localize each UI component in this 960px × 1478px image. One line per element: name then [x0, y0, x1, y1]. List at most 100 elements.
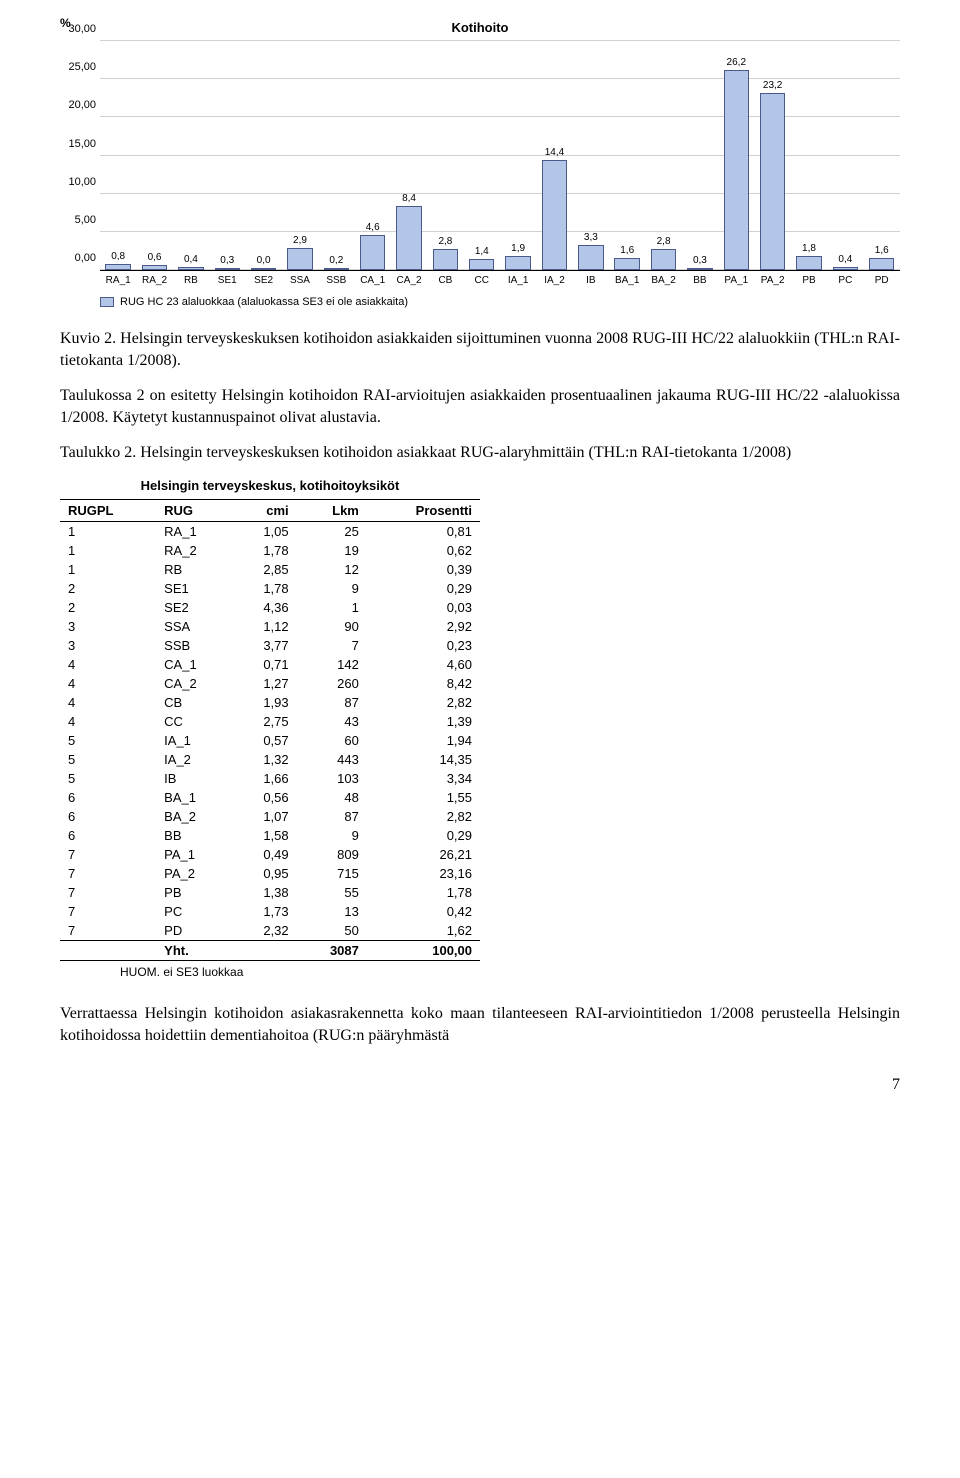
table-cell: 19 [297, 541, 367, 560]
table-cell: CA_1 [156, 655, 232, 674]
bar [142, 265, 167, 270]
table-cell: 1,78 [232, 579, 297, 598]
page-number: 7 [60, 1076, 900, 1094]
table-cell: 3 [60, 617, 156, 636]
x-tick: BA_1 [609, 271, 645, 286]
bar [396, 206, 421, 270]
y-tick: 30,00 [60, 23, 96, 35]
table-cell: 14,35 [367, 750, 480, 769]
bar-column: 0,3 [682, 41, 718, 270]
x-tick: PA_2 [754, 271, 790, 286]
table-cell: 1 [60, 560, 156, 579]
bar-column: 2,8 [427, 41, 463, 270]
table-cell: 0,29 [367, 579, 480, 598]
paragraph-2: Verrattaessa Helsingin kotihoidon asiaka… [60, 1003, 900, 1046]
bar-value-label: 0,6 [148, 252, 162, 263]
table-title: Helsingin terveyskeskus, kotihoitoyksikö… [60, 478, 480, 493]
table-cell: 1,55 [367, 788, 480, 807]
bar-column: 8,4 [391, 41, 427, 270]
table-row: 6BB1,5890,29 [60, 826, 480, 845]
bar-value-label: 0,4 [184, 254, 198, 265]
table-cell: 2,85 [232, 560, 297, 579]
table-cell: SE1 [156, 579, 232, 598]
bar [578, 245, 603, 270]
bar [469, 259, 494, 270]
bar-column: 0,3 [209, 41, 245, 270]
y-tick: 5,00 [60, 214, 96, 226]
bar-column: 1,8 [791, 41, 827, 270]
table-cell: 2,75 [232, 712, 297, 731]
table-cell: 7 [60, 864, 156, 883]
bar [215, 268, 240, 270]
bar [724, 70, 749, 270]
bar [833, 267, 858, 270]
table-cell: 6 [60, 807, 156, 826]
table-cell: 4 [60, 693, 156, 712]
table-cell: 2,32 [232, 921, 297, 941]
table-cell: 1,62 [367, 921, 480, 941]
table-row: 3SSB3,7770,23 [60, 636, 480, 655]
table-row: 2SE24,3610,03 [60, 598, 480, 617]
bar [505, 256, 530, 271]
bar-column: 0,2 [318, 41, 354, 270]
table-cell: 55 [297, 883, 367, 902]
table-cell: 13 [297, 902, 367, 921]
x-tick: SE1 [209, 271, 245, 286]
x-tick: IA_1 [500, 271, 536, 286]
table-cell: 0,62 [367, 541, 480, 560]
bar-column: 1,6 [609, 41, 645, 270]
table-row: 4CA_21,272608,42 [60, 674, 480, 693]
bar-value-label: 0,3 [220, 255, 234, 266]
x-tick: IA_2 [536, 271, 572, 286]
table-row: 4CC2,75431,39 [60, 712, 480, 731]
y-tick: 20,00 [60, 99, 96, 111]
table-cell: 260 [297, 674, 367, 693]
table-cell: 2,92 [367, 617, 480, 636]
bar [105, 264, 130, 270]
bar-column: 1,9 [500, 41, 536, 270]
table-cell: 3 [60, 636, 156, 655]
bar-column: 3,3 [573, 41, 609, 270]
bar-column: 0,4 [173, 41, 209, 270]
table-cell: SSB [156, 636, 232, 655]
x-tick: CA_2 [391, 271, 427, 286]
bar-value-label: 2,8 [657, 236, 671, 247]
table-row: 7PD2,32501,62 [60, 921, 480, 941]
table-cell: CA_2 [156, 674, 232, 693]
table-row: 7PC1,73130,42 [60, 902, 480, 921]
col-rug: RUG [156, 499, 232, 521]
y-tick: 25,00 [60, 61, 96, 73]
col-lkm: Lkm [297, 499, 367, 521]
table-cell: 4 [60, 712, 156, 731]
x-tick: PD [864, 271, 900, 286]
x-tick: PC [827, 271, 863, 286]
x-tick: SE2 [245, 271, 281, 286]
table-row: 6BA_10,56481,55 [60, 788, 480, 807]
table-cell: 4,36 [232, 598, 297, 617]
bar [178, 267, 203, 270]
bar-value-label: 8,4 [402, 193, 416, 204]
table-cell: 0,42 [367, 902, 480, 921]
table-cell: SSA [156, 617, 232, 636]
bar-column: 2,9 [282, 41, 318, 270]
table-cell: 5 [60, 731, 156, 750]
table-cell: 25 [297, 521, 367, 541]
table-cell: IB [156, 769, 232, 788]
table-cell: 1,58 [232, 826, 297, 845]
table-cell: IA_1 [156, 731, 232, 750]
table-cell: 9 [297, 579, 367, 598]
table-cell: PB [156, 883, 232, 902]
table-cell: 1,12 [232, 617, 297, 636]
table-cell: 7 [60, 845, 156, 864]
bar-value-label: 4,6 [366, 222, 380, 233]
table-cell: 1,78 [232, 541, 297, 560]
table-cell: 1,32 [232, 750, 297, 769]
bar-column: 2,8 [645, 41, 681, 270]
table-cell: PD [156, 921, 232, 941]
bar-value-label: 1,6 [620, 245, 634, 256]
col-prosentti: Prosentti [367, 499, 480, 521]
bar-value-label: 0,8 [111, 251, 125, 262]
bar-value-label: 0,0 [257, 255, 271, 266]
col-cmi: cmi [232, 499, 297, 521]
table-cell: 90 [297, 617, 367, 636]
